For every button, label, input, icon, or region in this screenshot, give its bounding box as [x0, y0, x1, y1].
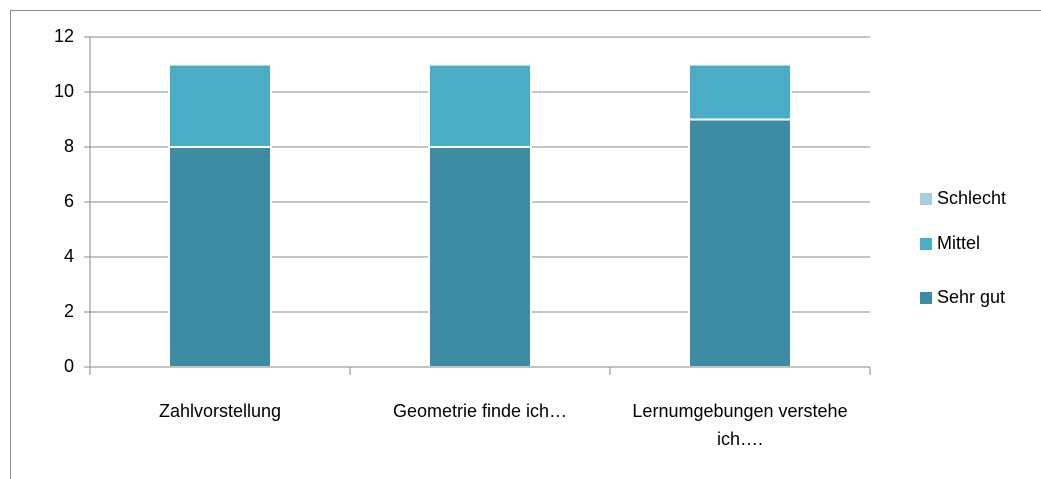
- bar-segment: [428, 63, 532, 148]
- x-tick-label: Geometrie finde ich…: [392, 401, 568, 421]
- legend-swatch: [920, 193, 932, 205]
- y-tick-label: 8: [64, 136, 74, 156]
- x-tick-label: Lernumgebungen verstehe ich….: [632, 401, 848, 449]
- y-tick-label: 0: [64, 356, 74, 376]
- y-tick-label: 2: [64, 301, 74, 321]
- x-tick-label: Zahlvorstellung: [158, 401, 282, 421]
- bar-segment: [688, 63, 792, 121]
- legend-swatch: [920, 238, 932, 250]
- y-tick-label: 10: [54, 81, 74, 101]
- y-tick-label: 4: [64, 246, 74, 266]
- legend-swatch: [920, 292, 932, 304]
- y-tick-label: 12: [54, 26, 74, 46]
- bar-segment: [428, 146, 532, 368]
- legend-label: Sehr gut: [937, 287, 1005, 307]
- bar-segment: [688, 118, 792, 368]
- bar-segment: [168, 63, 272, 148]
- y-tick-label: 6: [64, 191, 74, 211]
- bar-segment: [168, 146, 272, 368]
- legend-label: Schlecht: [937, 188, 1006, 208]
- chart-frame: [10, 10, 1041, 479]
- legend-label: Mittel: [937, 233, 980, 253]
